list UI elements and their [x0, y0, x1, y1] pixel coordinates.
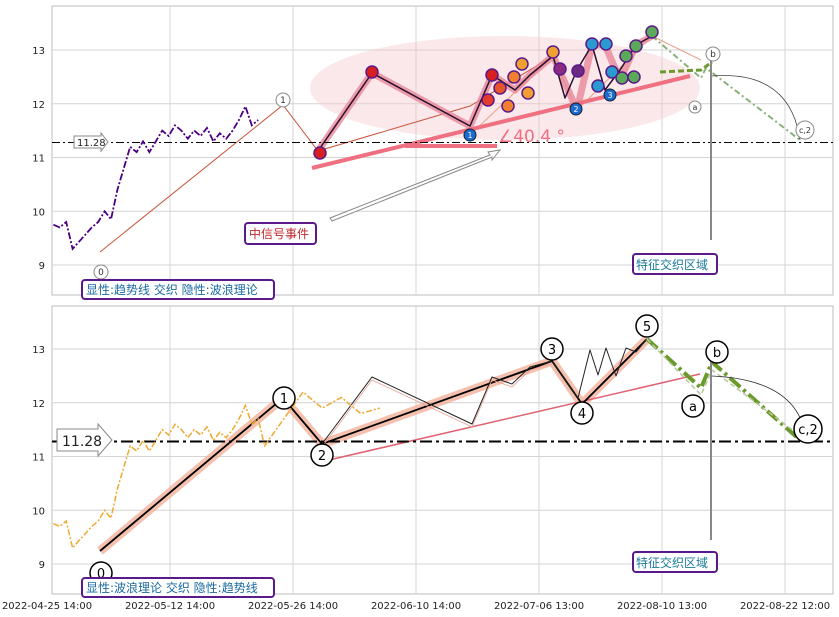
- top-wave-b-marker: [705, 46, 721, 62]
- bottom-reference-label: 11.28: [56, 422, 113, 458]
- x-tick-label: 2022-05-26 14:00: [248, 601, 338, 612]
- svg-text:特征交织区域: 特征交织区域: [636, 555, 708, 570]
- svg-text:11.28: 11.28: [77, 138, 106, 149]
- svg-text:显性:趋势线 交织 隐性:波浪理论: 显性:趋势线 交织 隐性:波浪理论: [86, 282, 258, 297]
- top-wave-1-marker: [275, 92, 291, 108]
- top-subwave-dot: [629, 39, 643, 53]
- bottom-panel-frame: [51, 305, 834, 595]
- top-subwave-dot: [571, 64, 585, 78]
- y-tick-label: 12: [32, 100, 45, 111]
- top-subwave-dot: [585, 37, 599, 51]
- top-subwave-dot: [365, 65, 379, 79]
- top-sub-marker-2-label: 2: [573, 105, 578, 114]
- top-zone-label-box: 特征交织区域: [632, 253, 718, 275]
- top-wave-0-marker-label: 0: [98, 268, 104, 278]
- top-subwave-dot: [313, 146, 327, 160]
- wave-point-2: [310, 443, 334, 467]
- y-tick-label: 9: [39, 560, 45, 571]
- bottom-zone-label-box: 特征交织区域: [632, 551, 718, 573]
- top-wave-a-marker-label: a: [693, 103, 698, 112]
- svg-text:中信号事件: 中信号事件: [249, 226, 309, 241]
- wave-point-7: [705, 340, 729, 364]
- top-reference-label: 11.28: [73, 131, 109, 153]
- wave-point-8: [793, 414, 823, 444]
- top-subwave-dot: [546, 45, 560, 59]
- top-sub-marker-2: [569, 102, 583, 116]
- wave-point-5: [635, 314, 659, 338]
- top-subwave-dot: [493, 81, 507, 95]
- y-tick-label: 12: [32, 399, 45, 410]
- top-subwave-dot: [515, 57, 529, 71]
- wave-point-4: [570, 401, 594, 425]
- wave-point-label: a: [689, 400, 697, 415]
- x-tick-label: 2022-06-10 14:00: [371, 601, 461, 612]
- top-subwave-dot: [645, 25, 659, 39]
- top-subwave-dot: [615, 71, 629, 85]
- x-tick-label: 2022-04-25 14:00: [2, 601, 92, 612]
- wave-point-label: 4: [578, 407, 586, 422]
- x-tick-label: 2022-07-06 13:00: [494, 601, 584, 612]
- top-subwave-dot: [485, 68, 499, 82]
- top-angle-annotation: ∠40.4 °: [498, 127, 565, 147]
- top-sub-marker-1: [463, 128, 477, 142]
- top-wave-c2-marker-label: c,2: [799, 126, 811, 135]
- event-arrow: [329, 149, 502, 222]
- top-correction-line: [651, 35, 801, 141]
- x-tick-label: 2022-08-10 13:00: [617, 601, 707, 612]
- top-subwave-dot: [599, 37, 613, 51]
- y-tick-label: 11: [32, 453, 45, 464]
- y-tick-label: 10: [32, 207, 45, 218]
- top-wave-c2-marker: [795, 120, 815, 140]
- top-subwave-dot: [501, 99, 515, 113]
- top-sub-marker-1-label: 1: [467, 131, 472, 140]
- y-tick-label: 13: [32, 46, 45, 57]
- wave-point-label: 3: [548, 343, 556, 358]
- wave-point-label: b: [713, 346, 721, 361]
- top-wave-1-marker-label: 1: [280, 96, 286, 106]
- wave-point-label: 5: [643, 320, 651, 335]
- x-tick-label: 2022-08-22 12:00: [740, 601, 830, 612]
- svg-text:11.28: 11.28: [62, 434, 102, 450]
- y-tick-label: 11: [32, 154, 45, 165]
- y-tick-label: 13: [32, 345, 45, 356]
- top-wave-a-marker: [688, 100, 702, 114]
- top-price-line: [53, 104, 259, 251]
- event-label-box: 中信号事件: [244, 222, 317, 245]
- wave-point-6: [681, 394, 705, 418]
- top-trend-line: [311, 74, 691, 170]
- bottom-subwave-line: [321, 338, 648, 445]
- svg-text:显性:波浪理论 交织 隐性:趋势线: 显性:波浪理论 交织 隐性:趋势线: [86, 580, 258, 595]
- y-tick-label: 9: [39, 261, 45, 272]
- top-subwave-dot: [627, 70, 641, 84]
- bottom-subwave-line-2: [321, 363, 553, 448]
- top-sub-marker-3: [603, 88, 617, 102]
- bottom-legend-box: 显性:波浪理论 交织 隐性:趋势线: [81, 577, 275, 598]
- y-tick-label: 10: [32, 506, 45, 517]
- wave-point-3: [540, 337, 564, 361]
- top-subwave-dot: [507, 70, 521, 84]
- top-subwave-dot: [481, 93, 495, 107]
- wave-point-label: c,2: [798, 423, 818, 438]
- top-subwave-dot: [521, 86, 535, 100]
- bottom-correction-thin: [646, 338, 807, 441]
- top-wave-b-marker-label: b: [710, 50, 716, 60]
- top-subwave-dot: [619, 49, 633, 63]
- wave-point-label: 1: [280, 392, 288, 407]
- top-sub-marker-3-label: 3: [607, 91, 612, 100]
- svg-text:特征交织区域: 特征交织区域: [636, 257, 708, 272]
- top-legend-box: 显性:趋势线 交织 隐性:波浪理论: [81, 279, 275, 300]
- top-subwave-dot: [605, 65, 619, 79]
- wave-point-label: 2: [318, 449, 326, 464]
- top-panel-frame: [51, 5, 834, 296]
- top-subwave-dot: [591, 79, 605, 93]
- x-tick-label: 2022-05-12 14:00: [125, 601, 215, 612]
- wave-point-label: 0: [97, 567, 105, 582]
- wave-point-1: [272, 386, 296, 410]
- top-subwave-dot: [553, 62, 567, 76]
- bottom-trend-line: [315, 373, 701, 464]
- top-correction-line-2: [659, 60, 713, 74]
- bottom-correction-line: [645, 337, 802, 442]
